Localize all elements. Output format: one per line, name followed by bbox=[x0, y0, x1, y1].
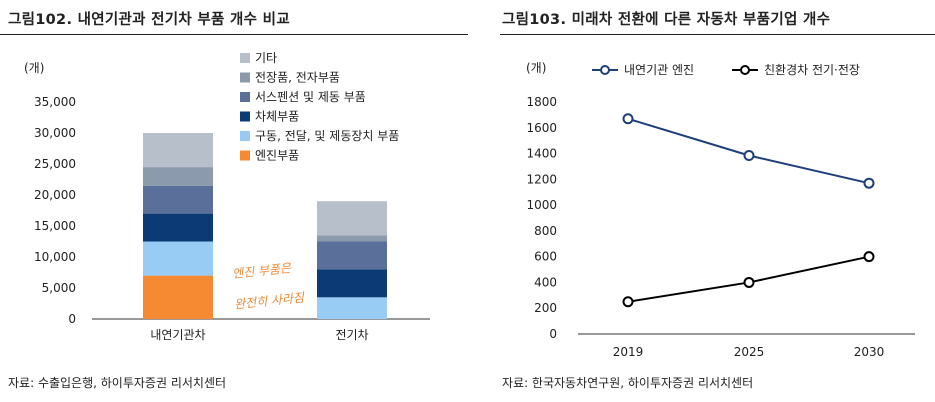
left-source-note: 자료: 수출입은행, 하이투자증권 리서치센터 bbox=[8, 376, 227, 390]
data-point bbox=[863, 251, 875, 263]
legend-label: 구동, 전달, 및 제동장치 부품 bbox=[255, 129, 399, 143]
bar-segment bbox=[143, 275, 213, 319]
legend-label: 내연기관 엔진 bbox=[624, 63, 694, 77]
y-tick-label: 1000 bbox=[526, 198, 557, 212]
bar-segment bbox=[317, 297, 387, 319]
legend-label: 차체부품 bbox=[255, 110, 299, 124]
bar-segment bbox=[317, 201, 387, 236]
legend-swatch bbox=[240, 150, 250, 161]
right-figure-title: 그림103. 미래차 전환에 다른 자동차 부품기업 개수 bbox=[502, 12, 831, 28]
legend-label: 서스펜션 및 제동 부품 bbox=[255, 90, 366, 104]
bar-segment bbox=[317, 241, 387, 270]
y-tick-label: 200 bbox=[534, 301, 557, 315]
bar-segment bbox=[143, 185, 213, 214]
y-tick-label: 0 bbox=[68, 312, 76, 326]
y-unit-label: (개) bbox=[24, 61, 44, 75]
x-tick-label: 2025 bbox=[734, 345, 765, 359]
y-tick-label: 35,000 bbox=[34, 95, 76, 109]
y-tick-label: 400 bbox=[534, 275, 557, 289]
right-source-note: 자료: 한국자동차연구원, 하이투자증권 리서치센터 bbox=[502, 376, 754, 390]
y-tick-label: 15,000 bbox=[34, 219, 76, 233]
left-figure-panel: 그림102. 내연기관과 전기차 부품 개수 비교 (개) 0 5,000 10,00… bbox=[0, 12, 468, 390]
legend-swatch bbox=[240, 131, 250, 141]
right-figure-panel: 그림103. 미래차 전환에 다른 자동차 부품기업 개수 (개) 0 200 400… bbox=[500, 0, 935, 402]
legend-swatch bbox=[240, 72, 250, 83]
data-point bbox=[622, 296, 634, 308]
bar-segment bbox=[317, 269, 387, 298]
y-tick-label: 0 bbox=[549, 327, 557, 341]
y-tick-label: 1800 bbox=[526, 95, 557, 109]
legend-swatch bbox=[240, 53, 250, 63]
bar-segment bbox=[143, 241, 213, 276]
bar-segment bbox=[143, 213, 213, 242]
data-point bbox=[743, 149, 755, 161]
y-tick-label: 20,000 bbox=[34, 188, 76, 202]
legend-label: 친환경차 전기·전장 bbox=[764, 63, 860, 77]
right-title-rule bbox=[500, 34, 935, 35]
y-tick-label: 800 bbox=[534, 224, 557, 238]
legend-label: 전장품, 전자부품 bbox=[255, 71, 340, 85]
x-tick-label: 2030 bbox=[854, 345, 885, 359]
data-point bbox=[622, 113, 634, 125]
left-title-rule bbox=[0, 34, 468, 35]
legend-label: 엔진부품 bbox=[255, 149, 299, 163]
y-tick-label: 1600 bbox=[526, 121, 557, 135]
bar-segment bbox=[143, 167, 213, 186]
line-chart: (개) 0 200 400 600 800 1000 1200 1400 1600 1800 2019… bbox=[526, 61, 915, 359]
left-figure-title: 그림102. 내연기관과 전기차 부품 개수 비교 bbox=[8, 12, 290, 28]
legend-swatch bbox=[240, 92, 250, 102]
bar-segment bbox=[317, 235, 387, 242]
y-tick-label: 25,000 bbox=[34, 157, 76, 171]
stacked-bar-chart: (개) 0 5,000 10,000 15,000 20,000 25,000 30,000 3… bbox=[24, 51, 430, 342]
x-category-label: 전기차 bbox=[335, 328, 368, 342]
legend-marker bbox=[740, 65, 750, 75]
data-point bbox=[743, 276, 755, 288]
legend-label: 기타 bbox=[255, 51, 277, 65]
x-tick-label: 2019 bbox=[613, 345, 644, 359]
legend-swatch bbox=[240, 111, 250, 122]
data-point bbox=[863, 177, 875, 189]
y-tick-label: 1400 bbox=[526, 147, 557, 161]
y-unit-label: (개) bbox=[526, 61, 546, 75]
y-tick-label: 10,000 bbox=[34, 250, 76, 264]
y-tick-label: 600 bbox=[534, 250, 557, 264]
y-tick-label: 1200 bbox=[526, 172, 557, 186]
y-tick-label: 5,000 bbox=[42, 281, 76, 295]
y-tick-label: 30,000 bbox=[34, 126, 76, 140]
legend-marker bbox=[600, 65, 610, 75]
x-category-label: 내연기관차 bbox=[150, 328, 205, 342]
bar-segment bbox=[143, 133, 213, 168]
